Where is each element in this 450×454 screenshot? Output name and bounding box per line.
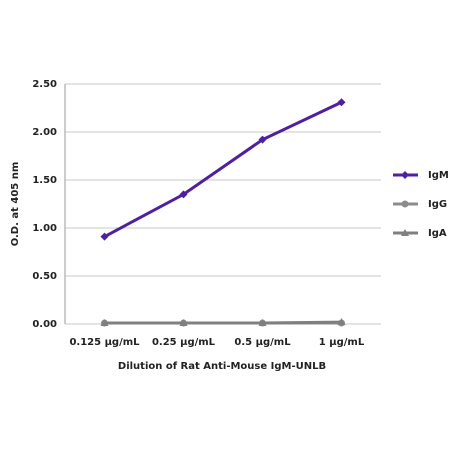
y-tick-label: 0.00 <box>32 319 57 330</box>
marker <box>258 135 267 144</box>
marker <box>179 190 188 199</box>
marker <box>100 319 109 327</box>
legend-label: IgA <box>428 228 447 239</box>
y-tick-label: 1.00 <box>32 223 57 234</box>
y-tick-label: 2.00 <box>32 127 57 138</box>
marker <box>337 318 346 326</box>
legend-label: IgM <box>428 170 449 181</box>
legend-label: IgG <box>428 199 447 210</box>
x-tick-label: 0.125 µg/mL <box>69 337 140 348</box>
series-line <box>104 320 342 325</box>
x-tick-label: 0.5 µg/mL <box>234 337 291 348</box>
marker <box>258 319 267 327</box>
marker <box>337 98 346 107</box>
marker <box>401 200 409 208</box>
x-tick-label: 0.25 µg/mL <box>152 337 216 348</box>
x-tick-label: 1 µg/mL <box>319 337 365 348</box>
marker <box>179 319 188 327</box>
x-axis-title: Dilution of Rat Anti-Mouse IgM-UNLB <box>118 361 326 372</box>
marker <box>401 229 409 236</box>
y-tick-label: 0.50 <box>32 271 57 282</box>
y-axis-title: O.D. at 405 nm <box>10 162 21 247</box>
series-line <box>103 100 343 238</box>
y-tick-label: 1.50 <box>32 175 57 186</box>
marker <box>401 171 409 179</box>
y-tick-label: 2.50 <box>32 79 57 90</box>
marker <box>100 232 109 241</box>
